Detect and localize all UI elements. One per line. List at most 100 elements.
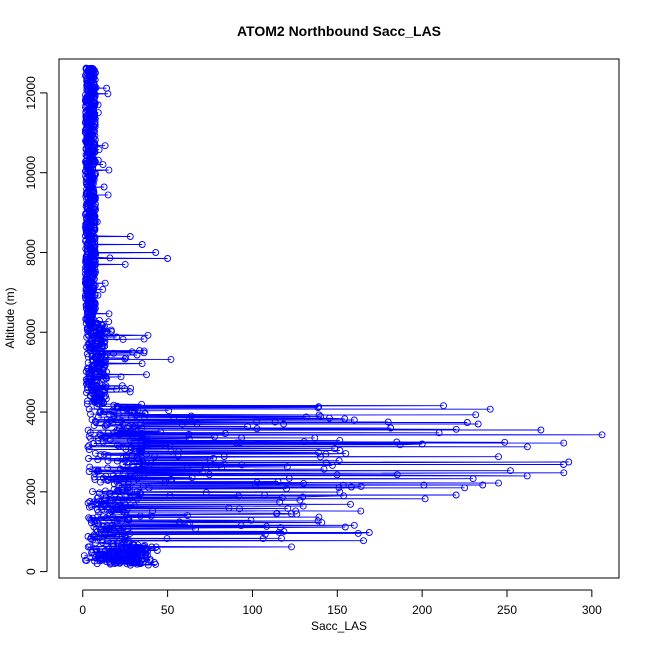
data-point	[167, 447, 175, 455]
data-point	[275, 528, 283, 536]
data-point	[92, 418, 100, 426]
data-point	[105, 310, 113, 318]
data-point	[96, 409, 104, 417]
data-point	[127, 445, 135, 453]
data-point	[101, 142, 109, 150]
data-point	[452, 491, 460, 499]
data-point	[95, 551, 103, 559]
data-point	[261, 491, 269, 499]
data-point	[138, 400, 146, 408]
data-point	[103, 553, 111, 561]
data-point	[314, 517, 322, 525]
data-point	[185, 416, 193, 424]
data-point	[92, 554, 99, 562]
x-tick-label: 250	[497, 603, 517, 617]
data-point	[126, 473, 134, 481]
data-point	[238, 434, 245, 442]
data-point	[211, 433, 218, 441]
data-point	[89, 488, 96, 496]
data-point	[133, 465, 141, 473]
data-point	[102, 514, 110, 522]
data-point	[113, 333, 121, 341]
data-point	[523, 443, 531, 451]
data-point	[94, 456, 102, 464]
data-point	[127, 543, 135, 550]
data-point	[124, 480, 132, 488]
data-point	[461, 484, 469, 492]
data-point	[101, 530, 109, 538]
data-point	[121, 355, 129, 363]
data-point	[97, 525, 105, 533]
data-point	[151, 452, 159, 460]
data-point	[357, 482, 365, 490]
data-point	[128, 348, 136, 356]
data-point	[109, 419, 117, 427]
data-point	[126, 548, 134, 556]
y-tick-label: 8000	[24, 239, 38, 266]
data-point	[315, 403, 323, 411]
data-point	[165, 407, 173, 415]
data-point	[133, 449, 141, 457]
data-point	[188, 474, 196, 482]
data-point	[126, 388, 134, 396]
data-point	[183, 463, 191, 471]
data-point	[221, 430, 229, 438]
data-point	[236, 505, 243, 513]
data-point	[87, 434, 94, 442]
data-point	[252, 481, 259, 489]
data-point	[141, 410, 149, 418]
data-point	[318, 519, 326, 527]
data-point	[293, 510, 301, 518]
data-point	[87, 516, 95, 524]
data-point	[320, 465, 328, 473]
data-point	[110, 485, 118, 493]
data-point	[132, 411, 140, 419]
data-point	[122, 453, 130, 461]
data-point	[150, 559, 158, 566]
data-point	[143, 441, 151, 449]
data-point	[311, 434, 319, 442]
data-point	[244, 423, 251, 430]
data-point	[133, 553, 141, 561]
data-point	[350, 521, 358, 529]
data-point	[105, 318, 113, 326]
data-point	[220, 453, 228, 460]
data-point	[314, 404, 322, 412]
data-point	[130, 423, 138, 431]
data-point	[220, 460, 228, 468]
data-point	[174, 452, 182, 460]
data-point	[140, 413, 148, 421]
data-point	[85, 432, 93, 440]
data-point	[236, 439, 244, 447]
data-point	[283, 463, 291, 471]
data-point	[117, 373, 125, 381]
data-point	[128, 461, 136, 469]
data-point	[384, 418, 392, 426]
data-point	[138, 437, 146, 445]
data-point	[106, 254, 114, 262]
data-point	[103, 537, 111, 545]
data-point	[138, 360, 146, 368]
data-point	[121, 508, 129, 516]
data-point	[259, 535, 267, 542]
data-point	[340, 492, 348, 500]
data-point	[192, 525, 199, 533]
data-point	[113, 385, 120, 393]
data-point	[104, 451, 112, 459]
data-point	[472, 411, 480, 419]
data-point	[134, 549, 142, 557]
data-point	[537, 426, 545, 434]
data-point	[90, 523, 98, 531]
data-point	[116, 559, 124, 567]
data-point	[118, 517, 126, 525]
data-point	[125, 423, 133, 431]
data-point	[276, 498, 284, 506]
data-point	[84, 397, 91, 405]
data-point	[143, 371, 150, 379]
data-point	[131, 407, 139, 415]
data-point	[347, 483, 355, 491]
data-point	[119, 486, 127, 494]
data-point	[315, 513, 323, 521]
x-tick-label: 300	[582, 603, 602, 617]
data-point	[126, 483, 134, 491]
